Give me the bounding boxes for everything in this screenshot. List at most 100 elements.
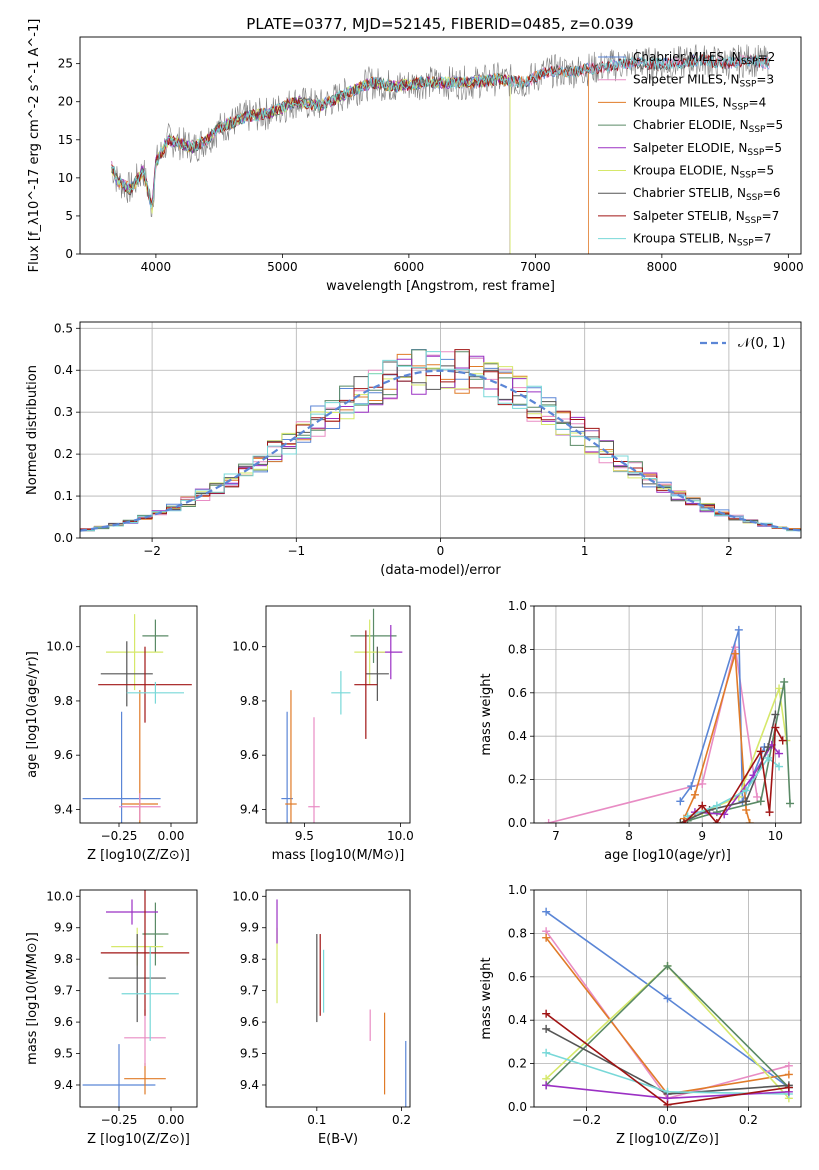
y-tick-label: 10.0 bbox=[46, 640, 73, 654]
y-tick-label: 9.6 bbox=[54, 1015, 73, 1029]
y-tick-label: 9.9 bbox=[54, 921, 73, 935]
x-tick-label: −0.2 bbox=[572, 1113, 601, 1127]
x-tick-label: 10 bbox=[768, 829, 783, 843]
y-tick-label: 9.4 bbox=[240, 802, 259, 816]
weight-marker bbox=[742, 797, 751, 806]
legend: Chabrier MILES, NSSP=2 Salpeter MILES, NS… bbox=[598, 50, 783, 249]
weight-marker bbox=[756, 797, 765, 806]
weight-marker bbox=[742, 786, 751, 795]
y-tick-label: 9.8 bbox=[240, 694, 259, 708]
weight-marker bbox=[775, 684, 784, 693]
x-axis-label: age [log10(age/yr)] bbox=[604, 848, 731, 863]
weight-marker bbox=[712, 819, 721, 823]
x-axis-label: E(B-V) bbox=[318, 1132, 358, 1147]
plot-area bbox=[542, 907, 793, 1107]
y-tick-label: 10.0 bbox=[232, 640, 259, 654]
weight-marker bbox=[765, 808, 774, 817]
chart-residuals: −2 −1 0 1 2 0.0 0.1 0.2 0.3 0.4 0.5 (data-model)/er… bbox=[25, 321, 802, 578]
x-tick-label: −1 bbox=[287, 544, 305, 558]
weight-marker bbox=[753, 792, 762, 801]
y-tick-label: 9.4 bbox=[240, 1078, 259, 1092]
error-cross bbox=[142, 619, 169, 653]
weight-marker bbox=[542, 1048, 551, 1057]
plot-area bbox=[111, 44, 770, 254]
y-tick-label: 25 bbox=[58, 57, 73, 71]
error-cross bbox=[354, 619, 386, 685]
legend-label: Salpeter STELIB, NSSP=7 bbox=[633, 209, 779, 226]
x-tick-label: −2 bbox=[143, 544, 161, 558]
chart-spectrum: 4000 5000 6000 7000 8000 9000 0 5 10 15 20 25 wavele… bbox=[27, 19, 804, 294]
weight-marker bbox=[698, 801, 707, 810]
y-tick-label: 0.2 bbox=[54, 447, 73, 461]
x-tick-label: −0.25 bbox=[101, 1113, 138, 1127]
legend-subscript: SSP bbox=[747, 148, 764, 158]
y-tick-label: 0.8 bbox=[508, 642, 527, 656]
x-tick-label: 9000 bbox=[773, 260, 804, 274]
y-tick-label: 0 bbox=[65, 247, 73, 261]
legend-count: =2 bbox=[758, 50, 776, 64]
plot-frame bbox=[79, 889, 198, 1108]
legend-subscript: SSP bbox=[740, 80, 757, 90]
x-tick-label: 0.2 bbox=[392, 1113, 411, 1127]
histogram-step bbox=[80, 351, 801, 533]
weight-marker bbox=[687, 782, 696, 791]
legend-count: =6 bbox=[763, 186, 781, 200]
y-tick-label: 9.8 bbox=[240, 952, 259, 966]
weight-line bbox=[548, 647, 758, 823]
y-tick-label: 0.0 bbox=[54, 531, 73, 545]
legend-subscript: SSP bbox=[737, 239, 754, 249]
y-axis-label: mass weight bbox=[479, 673, 494, 755]
plot-area bbox=[276, 899, 407, 1107]
weight-marker bbox=[778, 736, 787, 745]
x-axis-label: Z [log10(Z/Z⊙)] bbox=[87, 1132, 190, 1147]
y-tick-label: 0.4 bbox=[508, 729, 527, 743]
legend-label: Kroupa STELIB, NSSP=7 bbox=[633, 232, 771, 249]
chart-age-weight: 7 8 9 10 0.0 0.2 0.4 0.6 0.8 1.0 age [log10(age/yr… bbox=[479, 599, 802, 863]
y-tick-label: 9.7 bbox=[240, 984, 259, 998]
x-tick-label: 0.1 bbox=[307, 1113, 326, 1127]
error-cross bbox=[354, 630, 378, 739]
x-tick-label: 9 bbox=[698, 829, 706, 843]
y-tick-label: 9.8 bbox=[54, 952, 73, 966]
y-tick-label: 9.6 bbox=[54, 748, 73, 762]
y-tick-label: 9.7 bbox=[54, 984, 73, 998]
legend-label: 𝒩(0, 1) bbox=[738, 336, 785, 351]
y-tick-label: 20 bbox=[58, 95, 73, 109]
legend-subscript: SSP bbox=[746, 193, 763, 203]
x-tick-label: 2 bbox=[725, 544, 733, 558]
plot-frame bbox=[79, 36, 802, 255]
y-tick-label: 0.1 bbox=[54, 489, 73, 503]
error-cross bbox=[331, 671, 351, 715]
weight-marker bbox=[676, 819, 685, 823]
error-cross bbox=[82, 711, 161, 823]
plot-area bbox=[544, 625, 795, 823]
legend-count: =5 bbox=[756, 164, 774, 178]
y-tick-label: 5 bbox=[65, 209, 73, 223]
chart-mass-age: 9.5 10.0 9.4 9.6 9.8 10.0 mass [log10(M/M⊙)] bbox=[232, 605, 414, 863]
y-tick-label: 1.0 bbox=[508, 599, 527, 613]
x-tick-label: 1 bbox=[581, 544, 589, 558]
chart-z-age: −0.25 0.00 9.4 9.6 9.8 10.0 Z [log10(Z/Z⊙)] age… bbox=[25, 605, 198, 863]
plot-frame bbox=[265, 605, 411, 824]
y-tick-label: 0.0 bbox=[508, 1100, 527, 1114]
weight-marker bbox=[764, 743, 773, 752]
model-line bbox=[111, 54, 770, 206]
legend-count: =5 bbox=[765, 118, 783, 132]
figure-title: PLATE=0377, MJD=52145, FIBERID=0485, z=0… bbox=[246, 15, 633, 33]
error-cross bbox=[308, 717, 320, 823]
weight-marker bbox=[784, 1083, 793, 1092]
chart-z-mass: −0.25 0.00 9.4 9.5 9.6 9.7 9.8 9.9 10.0 Z [log10(… bbox=[25, 889, 198, 1147]
legend-label: Kroupa ELODIE, NSSP=5 bbox=[633, 164, 774, 181]
x-axis-label: (data-model)/error bbox=[380, 563, 501, 578]
weight-marker bbox=[679, 819, 688, 823]
x-axis-label: mass [log10(M/M⊙)] bbox=[272, 848, 405, 863]
y-tick-label: 9.4 bbox=[54, 1078, 73, 1092]
plot-frame bbox=[533, 889, 802, 1108]
plot-area bbox=[82, 614, 192, 823]
x-tick-label: 6000 bbox=[394, 260, 425, 274]
y-tick-label: 0.2 bbox=[508, 1057, 527, 1071]
y-tick-label: 0.3 bbox=[54, 405, 73, 419]
error-cross bbox=[121, 946, 179, 1041]
y-tick-label: 0.5 bbox=[54, 321, 73, 335]
weight-marker bbox=[663, 994, 672, 1003]
